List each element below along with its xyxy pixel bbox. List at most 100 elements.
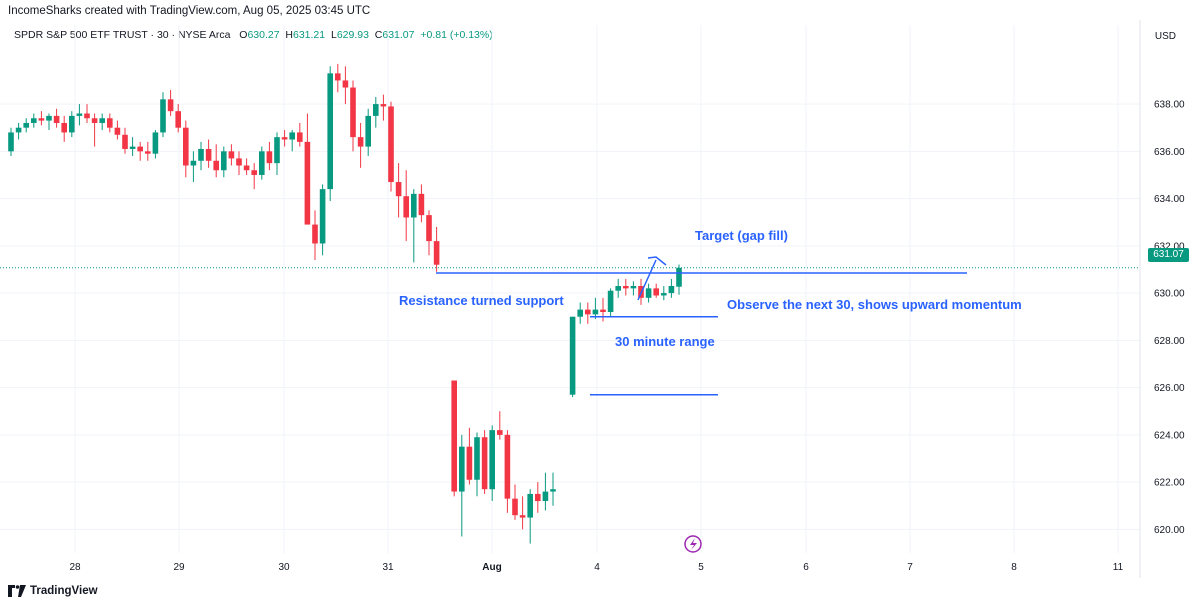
candle	[357, 122, 364, 168]
candle-body	[152, 132, 159, 154]
candle	[388, 101, 394, 192]
candle-body	[190, 160, 197, 166]
candle-body	[519, 515, 526, 518]
candle-body	[69, 115, 75, 133]
close-value: 631.07	[382, 29, 415, 41]
candle	[236, 151, 242, 175]
candle	[504, 430, 511, 513]
candle	[38, 111, 45, 126]
candle	[160, 92, 166, 138]
high-label: H	[285, 29, 293, 41]
candle	[661, 286, 667, 301]
y-tick-label: 624.00	[1154, 430, 1185, 441]
candle-body	[481, 437, 488, 490]
candle-body	[15, 127, 22, 133]
y-tick-label: 628.00	[1154, 336, 1185, 347]
candle-body	[661, 293, 667, 296]
candle-body	[167, 99, 174, 112]
candle-body	[23, 122, 29, 128]
candle-body	[373, 104, 379, 116]
candle-body	[668, 286, 675, 294]
candle-body	[122, 134, 128, 149]
candle-body	[61, 122, 67, 133]
close-label: C	[374, 29, 383, 41]
candle	[395, 163, 402, 218]
range-annotation: 30 minute range	[615, 334, 715, 349]
low-value: 629.93	[336, 29, 369, 41]
candle-body	[46, 115, 52, 121]
x-tick-label: 4	[594, 562, 600, 573]
candle-body	[319, 189, 326, 244]
candle	[418, 184, 425, 223]
currency-label[interactable]: USD	[1154, 31, 1176, 42]
candle-body	[213, 160, 219, 171]
y-tick-label: 622.00	[1154, 478, 1185, 489]
candle	[69, 111, 75, 138]
candle	[129, 137, 136, 157]
candle-body	[569, 316, 576, 395]
support-annotation: Resistance turned support	[399, 293, 564, 308]
candle	[137, 141, 143, 161]
candle-body	[312, 224, 318, 244]
candle	[297, 122, 303, 147]
candle	[497, 411, 503, 440]
candle-body	[365, 115, 371, 147]
event-lightning-icon	[684, 535, 702, 553]
candle	[630, 281, 637, 296]
candle	[266, 141, 273, 171]
candle	[623, 278, 629, 296]
target-annotation: Target (gap fill)	[695, 228, 788, 243]
candle-body	[31, 118, 37, 123]
candle-body	[99, 118, 105, 123]
candle	[474, 432, 480, 497]
chart-attribution: IncomeSharks created with TradingView.co…	[8, 5, 371, 17]
candle-body	[228, 151, 235, 159]
symbol-name[interactable]: SPDR S&P 500 ETF TRUST · 30 · NYSE Arca	[14, 29, 231, 41]
candle	[550, 472, 556, 506]
candle	[91, 113, 98, 147]
candle	[676, 264, 682, 295]
y-tick-label: 620.00	[1154, 525, 1185, 536]
candle	[489, 425, 495, 502]
tradingview-footer[interactable]: TradingView	[8, 585, 98, 597]
candle-body	[497, 430, 503, 435]
candle-body	[335, 73, 341, 81]
candle	[145, 141, 151, 161]
candle-body	[251, 170, 257, 175]
candle	[274, 132, 280, 175]
tradingview-logo-icon	[8, 585, 26, 597]
candle	[312, 210, 318, 261]
candle-body	[221, 151, 227, 171]
price-change: +0.81 (+0.13%)	[420, 29, 493, 41]
candle-body	[327, 73, 333, 190]
candle-body	[266, 151, 273, 164]
candle	[183, 120, 189, 178]
x-tick-label: 7	[907, 562, 913, 573]
candle	[319, 184, 326, 256]
candle	[15, 122, 22, 140]
candle	[403, 170, 409, 242]
candle-body	[585, 309, 591, 315]
candle	[481, 430, 488, 494]
candle-body	[527, 493, 533, 518]
candle-body	[297, 132, 303, 142]
candle-body	[38, 118, 45, 121]
candle	[342, 66, 349, 105]
candle-body	[451, 380, 457, 492]
candle	[8, 127, 14, 157]
candle	[350, 80, 356, 152]
candle-body	[433, 241, 440, 265]
candle-body	[623, 286, 629, 289]
candle	[512, 484, 518, 520]
candle	[653, 283, 659, 298]
candle-body	[357, 137, 364, 147]
candle	[466, 427, 473, 485]
candle-body	[459, 446, 465, 492]
upward-arrow-shaft	[637, 259, 657, 301]
candle	[190, 151, 197, 183]
candle	[585, 302, 591, 324]
candle-body	[418, 193, 425, 216]
candle	[167, 89, 174, 116]
candle	[46, 113, 52, 131]
